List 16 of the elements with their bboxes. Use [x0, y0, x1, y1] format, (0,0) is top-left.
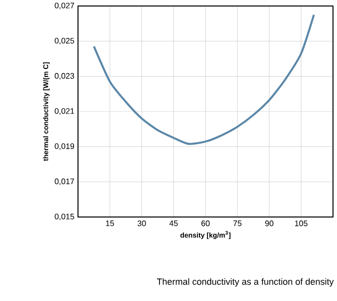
- y-tick-label: 0,021: [54, 108, 74, 115]
- x-tick-label: 15: [106, 220, 114, 226]
- y-tick-label: 0,023: [54, 73, 74, 80]
- x-tick-label: 75: [233, 220, 242, 226]
- line-series: [92, 14, 315, 145]
- y-tick-label: 0,015: [54, 214, 74, 220]
- y-tick-label: 0,027: [54, 2, 74, 10]
- x-tick-label: 60: [201, 220, 210, 226]
- x-tick-label: 90: [265, 220, 274, 226]
- y-tick-label: 0,025: [54, 38, 74, 44]
- x-tick-label: 45: [169, 220, 178, 226]
- x-tick-label: 30: [138, 220, 146, 226]
- y-tick-label: 0,019: [54, 143, 74, 150]
- x-tick-label: 105: [295, 220, 308, 226]
- y-tick-label: 0,017: [54, 178, 74, 186]
- text: Thermal conductivity as a function of density: [156, 278, 334, 287]
